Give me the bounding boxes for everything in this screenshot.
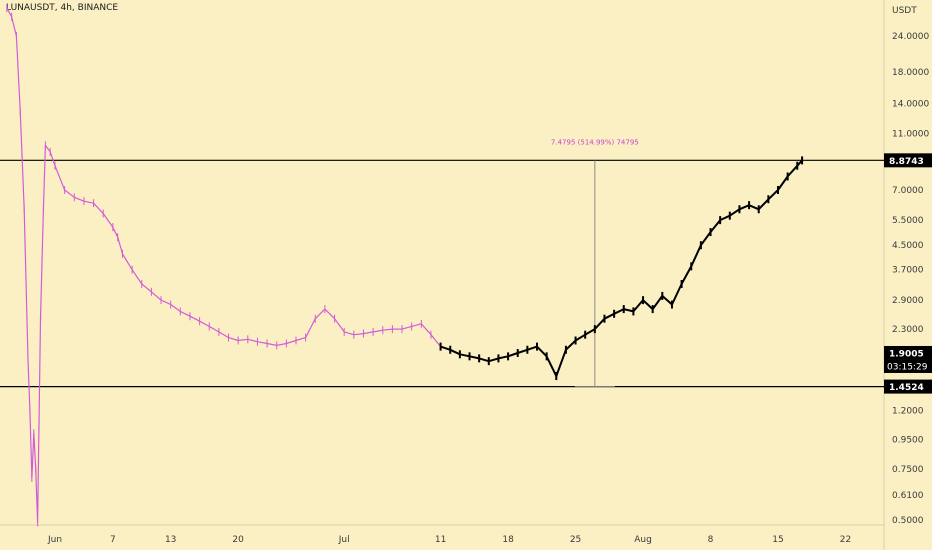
x-tick-label: Jun	[47, 535, 62, 545]
currency-label: USDT	[892, 6, 917, 16]
x-tick-label: Aug	[634, 535, 652, 545]
x-tick-label: 11	[435, 535, 446, 545]
y-tick-label: 18.0000	[892, 68, 929, 78]
price-tag-box	[884, 345, 932, 360]
x-tick-label: 25	[570, 535, 581, 545]
chart-title: LUNAUSDT, 4h, BINANCE	[6, 3, 119, 13]
x-tick-label: Jul	[338, 535, 350, 545]
x-tick-label: 7	[110, 535, 116, 545]
x-tick-label: 18	[502, 535, 514, 545]
y-tick-label: 0.5000	[892, 516, 924, 526]
measure-label: 7.4795 (514.99%) 74795	[551, 138, 639, 146]
y-tick-label: 3.7000	[892, 266, 924, 276]
countdown-box	[884, 359, 932, 373]
y-tick-label: 2.3000	[892, 325, 924, 335]
price-series-line	[6, 7, 442, 524]
price-tag-label: 1.4524	[889, 383, 924, 393]
price-tag-box	[884, 379, 932, 394]
y-tick-label: 5.5000	[892, 216, 924, 226]
x-tick-label: 8	[708, 535, 714, 545]
y-tick-label: 2.9000	[892, 296, 924, 306]
y-tick-label: 1.2000	[892, 406, 924, 416]
x-tick-label: 20	[232, 535, 244, 545]
countdown-label: 03:15:29	[887, 362, 928, 372]
price-series-line	[440, 159, 803, 378]
price-tag-label: 8.8743	[889, 157, 924, 167]
y-tick-label: 11.0000	[892, 129, 929, 139]
x-tick-label: 13	[165, 535, 176, 545]
y-tick-label: 4.5000	[892, 241, 924, 251]
y-tick-label: 24.0000	[892, 32, 929, 42]
y-tick-label: 0.7500	[892, 465, 924, 475]
price-tag-box	[884, 153, 932, 168]
y-tick-label: 7.0000	[892, 186, 924, 196]
price-tag-label: 1.9005	[889, 349, 924, 359]
y-tick-label: 14.0000	[892, 99, 929, 109]
x-tick-label: 22	[840, 535, 851, 545]
x-tick-label: 15	[772, 535, 783, 545]
y-tick-label: 0.9500	[892, 436, 924, 446]
y-tick-label: 0.6100	[892, 491, 924, 501]
